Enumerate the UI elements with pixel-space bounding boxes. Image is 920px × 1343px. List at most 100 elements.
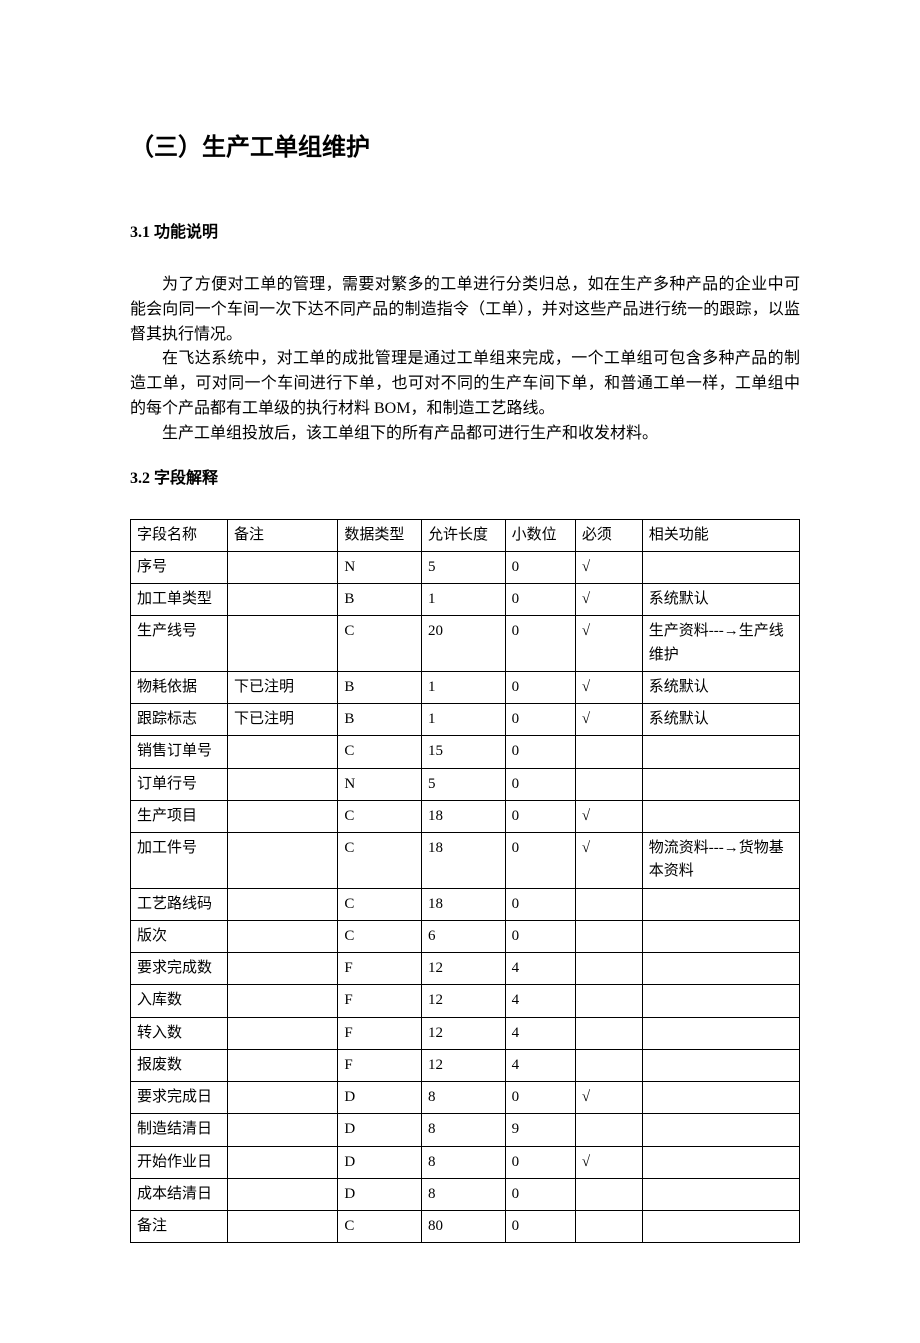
- table-cell: 9: [505, 1114, 575, 1146]
- table-cell: [642, 1146, 799, 1178]
- table-row: 跟踪标志下已注明B10√系统默认: [131, 704, 800, 736]
- table-cell: 8: [422, 1114, 506, 1146]
- table-header-cell: 相关功能: [642, 519, 799, 551]
- table-row: 制造结清日 D89: [131, 1114, 800, 1146]
- table-cell: 8: [422, 1146, 506, 1178]
- table-cell: C: [338, 800, 422, 832]
- table-cell: C: [338, 833, 422, 889]
- table-cell: [575, 1049, 642, 1081]
- table-cell: D: [338, 1114, 422, 1146]
- table-cell: 12: [422, 953, 506, 985]
- table-cell: 生产项目: [131, 800, 228, 832]
- table-cell: 下已注明: [228, 671, 338, 703]
- table-header-cell: 必须: [575, 519, 642, 551]
- table-cell: [228, 1211, 338, 1243]
- table-cell: [642, 1049, 799, 1081]
- table-cell: 下已注明: [228, 704, 338, 736]
- table-cell: 0: [505, 584, 575, 616]
- table-cell: B: [338, 671, 422, 703]
- table-cell: 4: [505, 985, 575, 1017]
- table-row: 入库数F124: [131, 985, 800, 1017]
- table-cell: [575, 1178, 642, 1210]
- table-cell: [575, 953, 642, 985]
- table-cell: 生产资料---→生产线维护: [642, 616, 799, 672]
- table-cell: [642, 953, 799, 985]
- table-cell: [228, 1017, 338, 1049]
- table-row: 版次C60: [131, 920, 800, 952]
- table-cell: 物流资料---→货物基本资料: [642, 833, 799, 889]
- table-cell: [642, 920, 799, 952]
- table-cell: 转入数: [131, 1017, 228, 1049]
- table-cell: 入库数: [131, 985, 228, 1017]
- table-cell: 0: [505, 768, 575, 800]
- table-cell: [642, 1114, 799, 1146]
- table-cell: [228, 800, 338, 832]
- table-cell: C: [338, 1211, 422, 1243]
- table-cell: F: [338, 985, 422, 1017]
- table-row: 转入数F124: [131, 1017, 800, 1049]
- table-cell: 0: [505, 1082, 575, 1114]
- table-cell: 订单行号: [131, 768, 228, 800]
- table-cell: 系统默认: [642, 704, 799, 736]
- table-cell: √: [575, 704, 642, 736]
- table-cell: [228, 616, 338, 672]
- table-cell: F: [338, 953, 422, 985]
- table-cell: [642, 800, 799, 832]
- table-cell: 4: [505, 1049, 575, 1081]
- table-cell: [575, 1211, 642, 1243]
- table-header-cell: 备注: [228, 519, 338, 551]
- table-cell: 5: [422, 551, 506, 583]
- table-row: 要求完成日 D80√: [131, 1082, 800, 1114]
- table-cell: 20: [422, 616, 506, 672]
- table-cell: D: [338, 1178, 422, 1210]
- table-cell: 报废数: [131, 1049, 228, 1081]
- table-row: 销售订单号C150: [131, 736, 800, 768]
- table-cell: [575, 736, 642, 768]
- table-cell: 成本结清日: [131, 1178, 228, 1210]
- table-cell: 制造结清日: [131, 1114, 228, 1146]
- table-cell: [642, 1017, 799, 1049]
- table-row: 物耗依据下已注明B10√系统默认: [131, 671, 800, 703]
- table-cell: √: [575, 1146, 642, 1178]
- table-cell: 8: [422, 1082, 506, 1114]
- table-cell: [228, 985, 338, 1017]
- table-cell: 0: [505, 1178, 575, 1210]
- paragraph: 为了方便对工单的管理，需要对繁多的工单进行分类归总，如在生产多种产品的企业中可能…: [130, 273, 800, 347]
- table-header-row: 字段名称 备注 数据类型 允许长度 小数位 必须 相关功能: [131, 519, 800, 551]
- table-row: 序号N50√: [131, 551, 800, 583]
- table-cell: [228, 920, 338, 952]
- table-row: 加工件号C180√物流资料---→货物基本资料: [131, 833, 800, 889]
- table-header-cell: 数据类型: [338, 519, 422, 551]
- table-cell: D: [338, 1082, 422, 1114]
- table-cell: C: [338, 888, 422, 920]
- table-header-cell: 允许长度: [422, 519, 506, 551]
- paragraph: 生产工单组投放后，该工单组下的所有产品都可进行生产和收发材料。: [130, 422, 800, 447]
- table-cell: √: [575, 671, 642, 703]
- table-cell: 5: [422, 768, 506, 800]
- table-cell: 18: [422, 800, 506, 832]
- table-cell: √: [575, 616, 642, 672]
- section-heading-3-1: 3.1 功能说明: [130, 221, 800, 245]
- table-cell: √: [575, 1082, 642, 1114]
- table-cell: 4: [505, 1017, 575, 1049]
- table-cell: C: [338, 736, 422, 768]
- page-title: （三）生产工单组维护: [130, 130, 800, 166]
- table-cell: [228, 1146, 338, 1178]
- table-cell: 12: [422, 1017, 506, 1049]
- table-cell: [228, 768, 338, 800]
- table-cell: [575, 1017, 642, 1049]
- table-cell: 0: [505, 888, 575, 920]
- field-definition-table: 字段名称 备注 数据类型 允许长度 小数位 必须 相关功能 序号N50√加工单类…: [130, 519, 800, 1244]
- table-cell: 0: [505, 704, 575, 736]
- table-cell: 6: [422, 920, 506, 952]
- table-row: 加工单类型B10√系统默认: [131, 584, 800, 616]
- table-row: 生产项目C180√: [131, 800, 800, 832]
- table-cell: [642, 736, 799, 768]
- table-cell: 18: [422, 888, 506, 920]
- table-cell: √: [575, 800, 642, 832]
- section-1-body: 为了方便对工单的管理，需要对繁多的工单进行分类归总，如在生产多种产品的企业中可能…: [130, 273, 800, 447]
- table-cell: 要求完成日: [131, 1082, 228, 1114]
- table-cell: [642, 1178, 799, 1210]
- table-row: 报废数F124: [131, 1049, 800, 1081]
- table-cell: [642, 551, 799, 583]
